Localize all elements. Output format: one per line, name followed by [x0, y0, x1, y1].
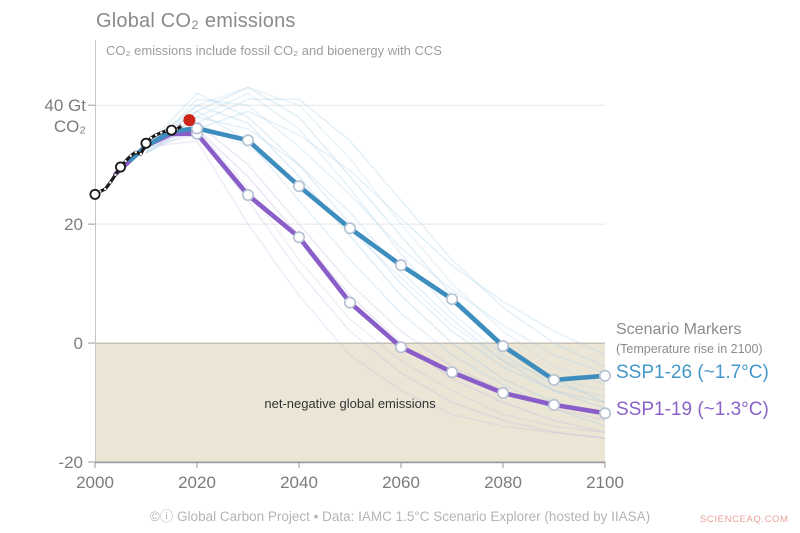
background-scenario-line [145, 104, 606, 416]
scenario-marker [343, 296, 356, 309]
legend-title: Scenario Markers [616, 321, 742, 338]
x-tick-label: 2080 [484, 473, 522, 492]
legend: Scenario Markers (Temperature rise in 21… [616, 321, 800, 421]
historical-year-dot [109, 181, 112, 184]
credit-line: ©ⓘ Global Carbon Project • Data: IAMC 1.… [149, 509, 651, 524]
historical-marker [89, 188, 101, 200]
historical-year-dot [160, 131, 163, 134]
background-scenario-line [145, 98, 606, 374]
historical-year-dot [139, 152, 143, 156]
scenario-marker [343, 222, 356, 235]
scenario-marker [394, 341, 407, 354]
historical-year-dot [114, 173, 117, 176]
background-scenario-line [145, 128, 606, 434]
scenario-line [128, 126, 608, 383]
historical-marker [140, 137, 152, 149]
chart-title: Global CO₂ emissions [96, 10, 296, 32]
background-scenario-line [145, 92, 606, 398]
x-tick-label: 2100 [586, 473, 624, 492]
y-tick-label: 20 [64, 215, 83, 234]
background-scenario-line [145, 128, 606, 434]
background-scenario-line [145, 110, 606, 356]
historical-year-dot [124, 159, 127, 163]
scenario-marker [394, 259, 407, 272]
historical-year-dot [104, 187, 107, 191]
scenario-marker [547, 373, 560, 386]
x-tick-label: 2040 [280, 473, 318, 492]
historical-year-dot [155, 133, 158, 137]
net-negative-region [95, 343, 605, 462]
scenario-marker [191, 122, 204, 135]
x-tick-label: 2060 [382, 473, 420, 492]
background-scenario-line [145, 116, 606, 410]
historical-year-dot [134, 150, 137, 154]
scenario-marker [598, 369, 611, 382]
site-watermark: SCIENCEAQ.COM [700, 514, 789, 525]
scenario-marker [598, 407, 611, 420]
historical-year-dot [180, 124, 183, 127]
historical-marker [165, 124, 177, 136]
scenario-marker [496, 387, 509, 400]
scenario-marker [496, 340, 509, 353]
background-scenario-line [145, 86, 606, 386]
x-tick-label: 2020 [178, 473, 216, 492]
scenario-marker [242, 134, 255, 147]
y-tick-label: 0 [74, 334, 83, 353]
historical-marker [115, 161, 127, 173]
y-axis-unit-label: 40 Gt CO₂ [44, 96, 86, 136]
scenario-marker [242, 189, 255, 202]
y-tick-label: -20 [58, 453, 83, 472]
background-scenario-line [145, 92, 606, 404]
x-tick-label: 2000 [76, 473, 114, 492]
legend-entry-ssp1-26: SSP1-26 (~1.7°C) [616, 362, 769, 383]
scenario-marker [292, 231, 305, 244]
historical-year-dot [129, 154, 132, 157]
legend-subtitle: (Temperature rise in 2100) [616, 342, 763, 356]
legend-entry-ssp1-19: SSP1-19 (~1.3°C) [616, 399, 769, 420]
chart-subtitle: CO₂ emissions include fossil CO₂ and bio… [106, 43, 442, 58]
latest-emissions-dot [183, 114, 196, 127]
scenario-marker [445, 366, 458, 379]
scenario-marker [445, 293, 458, 306]
scenario-marker [292, 180, 305, 193]
background-scenario-line [145, 140, 606, 439]
net-negative-annotation: net-negative global emissions [264, 396, 436, 411]
scenario-marker [547, 398, 560, 411]
background-scenario-line [145, 98, 606, 368]
historical-year-dot [149, 136, 153, 140]
